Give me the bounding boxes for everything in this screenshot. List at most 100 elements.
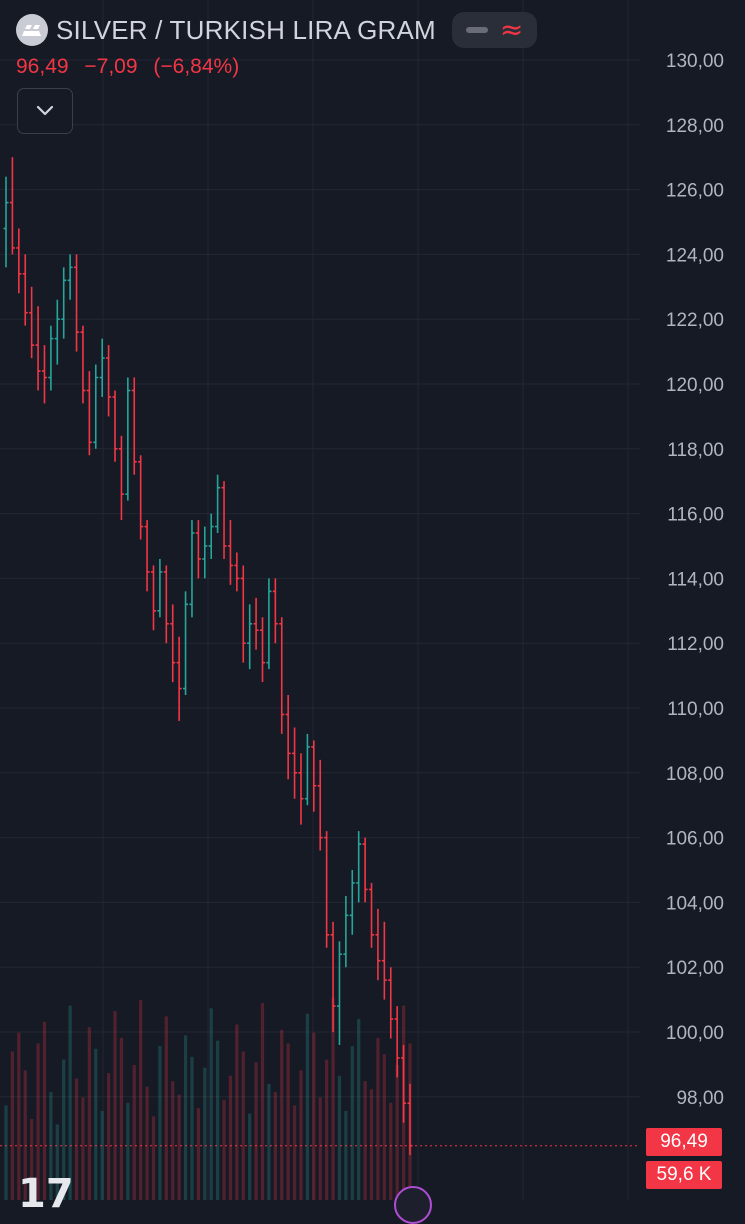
volume-bar (87, 1027, 91, 1200)
ohlc-bar (272, 578, 278, 644)
volume-bar (4, 1105, 8, 1200)
ohlc-bar (266, 578, 272, 670)
volume-bar (350, 1046, 354, 1200)
ohlc-bar (3, 176, 9, 268)
price-axis-label: 122,00 (666, 310, 724, 331)
ohlc-bar (356, 831, 362, 903)
ohlc-bar (407, 1083, 413, 1156)
price-axis-label: 116,00 (667, 505, 724, 526)
volume-bar (74, 1078, 79, 1200)
price-axis-label: 130,00 (666, 51, 724, 72)
volume-bar (382, 1054, 386, 1200)
ohlc-bar (247, 604, 253, 670)
volume-bar (145, 1086, 149, 1200)
ohlc-bar (330, 921, 336, 1032)
approx-wave-icon[interactable]: ≈ (499, 13, 524, 46)
volume-bar (119, 1038, 124, 1200)
price-axis-label: 108,00 (666, 764, 724, 785)
ohlc-bar (35, 306, 41, 391)
volume-bar (81, 1097, 85, 1200)
volume-bar (158, 1046, 162, 1200)
price-axis-label: 100,00 (666, 1023, 724, 1044)
price-axis-label: 112,00 (667, 634, 724, 655)
ohlc-bar (298, 753, 304, 825)
ohlc-bar (369, 882, 375, 948)
ohlc-bar (157, 558, 163, 618)
ohlc-bar (54, 299, 60, 365)
volume-bar (203, 1067, 207, 1200)
ohlc-bar (41, 345, 47, 404)
ohlc-bar (61, 267, 67, 339)
volume-bar (30, 1119, 34, 1200)
symbol-title[interactable]: SILVER / TURKISH LIRA GRAM (56, 14, 436, 45)
ohlc-bar (170, 604, 176, 683)
event-marker-icon[interactable] (394, 1186, 432, 1224)
ohlc-bar (29, 286, 35, 359)
price-axis-label: 120,00 (666, 375, 724, 396)
ohlc-bar (150, 565, 156, 631)
volume-bar (100, 1110, 104, 1200)
volume-bar (113, 1011, 117, 1200)
volume-bar (94, 1048, 98, 1200)
volume-bar (260, 1002, 265, 1200)
volume-bar (318, 1097, 322, 1200)
ohlc-bar (125, 377, 131, 501)
ohlc-bar (163, 565, 169, 644)
price-axis-label: 124,00 (666, 245, 724, 266)
volume-bar (177, 1094, 181, 1200)
ohlc-bar (401, 1044, 407, 1123)
volume-bar (42, 1021, 47, 1200)
ohlc-bar (215, 474, 221, 534)
volume-bar (241, 1051, 245, 1200)
minus-icon[interactable] (465, 27, 488, 33)
ohlc-bar (279, 617, 285, 734)
price-axis-label: 102,00 (666, 958, 724, 979)
ohlc-bar (9, 157, 15, 255)
volume-bar (222, 1100, 226, 1200)
ohlc-bar (253, 597, 259, 650)
volume-bar (369, 1089, 374, 1200)
ohlc-bar (74, 254, 80, 352)
ohlc-bar (304, 733, 310, 806)
last-price: 96,49 (16, 55, 69, 78)
volume-bar (139, 1000, 143, 1200)
ohlc-bar (16, 228, 22, 294)
volume-bar (190, 1056, 194, 1200)
ohlc-bar (208, 513, 214, 559)
volume-bar (235, 1024, 239, 1200)
volume-bar (395, 1065, 399, 1200)
ohlc-bar (221, 481, 227, 559)
price-axis-label: 104,00 (666, 893, 724, 914)
ohlc-bar (86, 371, 92, 456)
ohlc-bar (99, 338, 105, 397)
price-axis-label: 118,00 (667, 440, 724, 461)
price-axis-label: 126,00 (666, 181, 724, 202)
ohlc-bar (227, 520, 233, 585)
ohlc-bar (292, 727, 298, 799)
price-axis-label: 106,00 (666, 829, 724, 850)
ohlc-bar (317, 759, 323, 851)
volume-bar (62, 1059, 66, 1200)
silver-bars-icon (16, 14, 48, 46)
volume-tag: 59,6 K (646, 1161, 722, 1189)
price-axis[interactable]: 130,00 128,00 126,00 124,00 122,00 120,00 118,… (666, 51, 724, 1109)
volume-bar (254, 1062, 258, 1200)
collapse-button[interactable] (17, 88, 73, 134)
price-change: −7,09 (84, 55, 138, 78)
volume-bar (267, 1083, 271, 1200)
volume-bar (357, 1019, 361, 1200)
volume-bar (36, 1043, 40, 1200)
indicator-pill[interactable]: ≈ (451, 12, 538, 48)
ohlc-bars (3, 157, 413, 1156)
ohlc-bar (67, 254, 73, 300)
volume-bar (10, 1051, 15, 1200)
ohlc-bar (195, 520, 201, 579)
ohlc-bar (93, 364, 99, 449)
ohlc-bar (324, 831, 330, 948)
ohlc-bar (240, 565, 246, 663)
ohlc-bar (189, 520, 195, 618)
volume-bar (299, 1070, 303, 1200)
ohlc-bar (144, 520, 150, 592)
volume-bar (312, 1032, 316, 1200)
